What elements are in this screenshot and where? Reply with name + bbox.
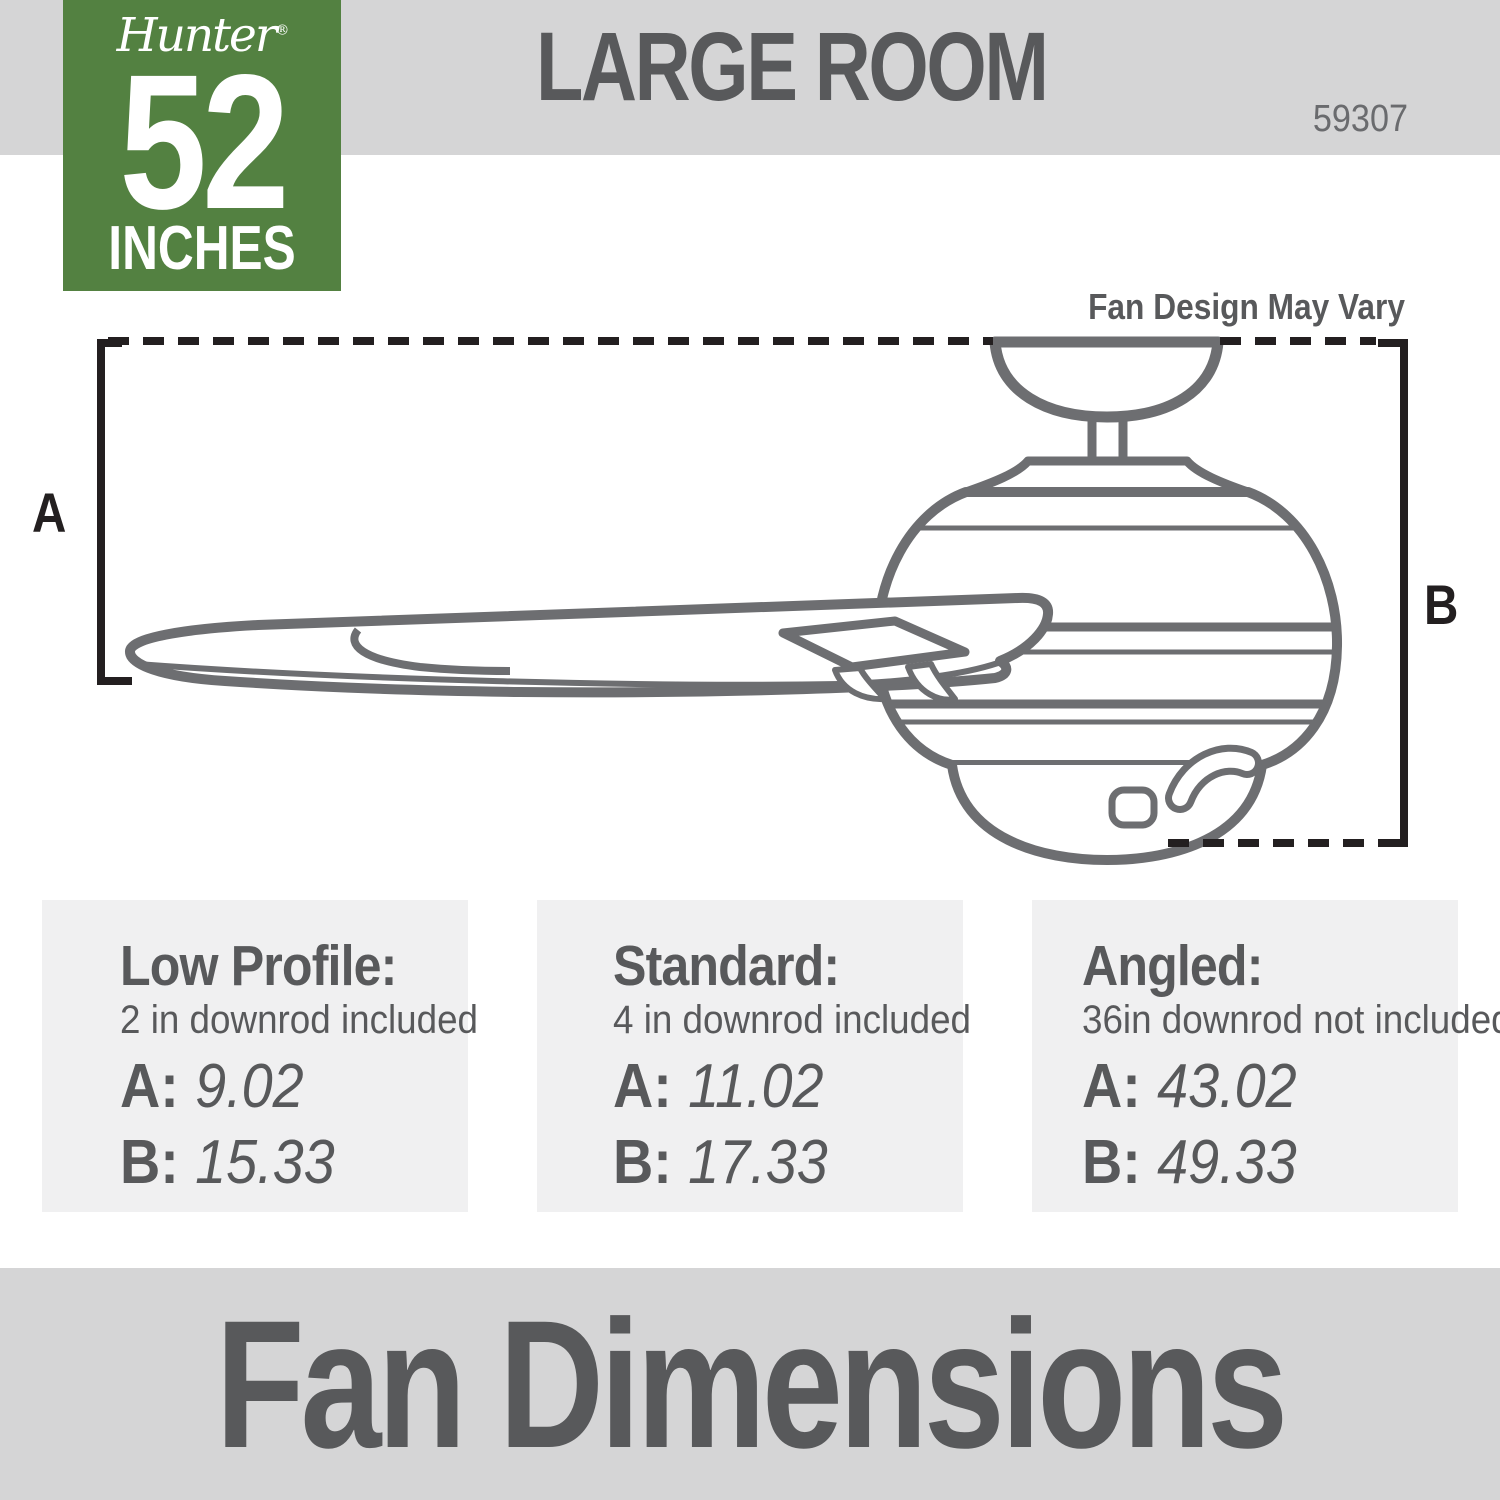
spec-title: Angled: (1082, 934, 1263, 998)
fan-canopy (989, 336, 1224, 423)
brand-logo: Hunter® (63, 8, 341, 63)
blade-iron-arm-right (905, 661, 958, 703)
spec-a-value: 11.02 (688, 1052, 824, 1121)
footer-band: Fan Dimensions (0, 1268, 1500, 1500)
light-slot-inner (1172, 751, 1255, 806)
spec-a-line: A: 43.02 (1082, 1056, 1420, 1118)
spec-a-value: 9.02 (195, 1052, 304, 1121)
spec-b-line: B: 17.33 (613, 1132, 928, 1194)
spec-a-label: A: (1082, 1052, 1141, 1121)
design-note: Fan Design May Vary (1088, 286, 1405, 327)
spec-a-label: A: (120, 1052, 179, 1121)
dimension-label-a: A (32, 481, 67, 544)
spec-a-line: A: 9.02 (120, 1056, 433, 1118)
spec-b-value: 15.33 (195, 1128, 335, 1197)
spec-subtitle: 4 in downrod included (613, 998, 972, 1042)
footer-title: Fan Dimensions (215, 1282, 1289, 1486)
spec-subtitle: 36in downrod not included (1082, 998, 1500, 1042)
model-number: 59307 (1312, 98, 1408, 140)
spec-b-label: B: (1082, 1128, 1141, 1197)
spec-title: Low Profile: (120, 934, 397, 998)
spec-title: Standard: (613, 934, 840, 998)
spec-a-label: A: (613, 1052, 672, 1121)
fan-blade-fold (350, 627, 511, 675)
spec-b-value: 17.33 (688, 1128, 828, 1197)
spec-b-label: B: (120, 1128, 179, 1197)
blade-iron-arm-left (832, 665, 888, 703)
badge-size-value: 52 (119, 34, 289, 249)
dim-bracket-a (97, 339, 132, 685)
spec-a-line: A: 11.02 (613, 1056, 928, 1118)
spec-b-label: B: (613, 1128, 672, 1197)
dim-bracket-b (1378, 339, 1408, 847)
dimension-lines (97, 337, 1408, 847)
page-title: LARGE ROOM (536, 12, 1049, 121)
dimension-label-b: B (1424, 573, 1459, 636)
blade-iron (778, 616, 970, 672)
spec-b-line: B: 15.33 (120, 1132, 433, 1194)
spec-b-value: 49.33 (1157, 1128, 1297, 1197)
fan-blade (125, 592, 1054, 698)
spec-box-angled: Angled: 36in downrod not included A: 43.0… (1032, 900, 1500, 1212)
spec-subtitle: 2 in downrod included (120, 998, 479, 1042)
brand-name: Hunter (116, 8, 278, 63)
fan-drawing (125, 336, 1343, 865)
size-badge: Hunter® 52 INCHES (63, 0, 341, 291)
spec-box-standard: Standard: 4 in downrod included A: 11.02 … (537, 900, 972, 1212)
spec-box-low-profile: Low Profile: 2 in downrod included A: 9.0… (42, 900, 479, 1212)
registered-mark: ® (275, 22, 289, 39)
spec-b-line: B: 49.33 (1082, 1132, 1420, 1194)
badge-size-unit: INCHES (108, 214, 296, 283)
light-button (1108, 786, 1158, 829)
spec-a-value: 43.02 (1157, 1052, 1297, 1121)
